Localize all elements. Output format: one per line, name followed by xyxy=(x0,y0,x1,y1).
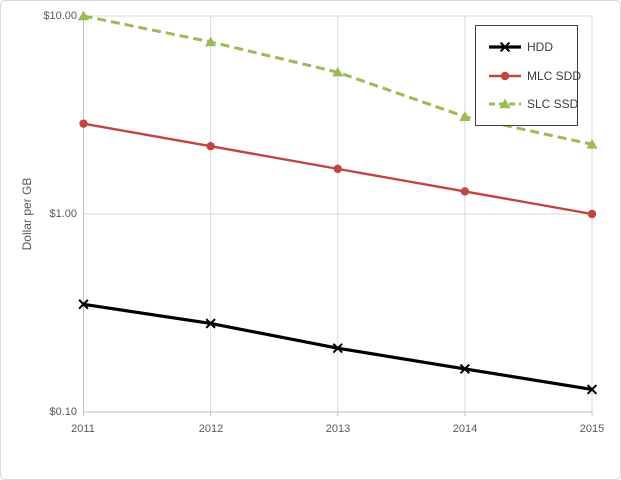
y-axis-tick-label: $0.10 xyxy=(49,406,77,418)
hdd-line-sample-icon xyxy=(489,42,521,53)
legend-item-mlc-sdd: MLC SDD xyxy=(489,69,581,83)
x-axis-tick-label: 2011 xyxy=(71,423,95,435)
legend-label: SLC SSD xyxy=(527,96,579,111)
x-axis-tick-label: 2012 xyxy=(198,423,224,435)
legend-item-slc-ssd: SLC SSD xyxy=(489,96,579,111)
x-axis-tick-label: 2014 xyxy=(452,423,478,435)
x-axis-tick-label: 2015 xyxy=(579,423,605,435)
y-axis-tick-label: $1.00 xyxy=(49,208,77,220)
slc-ssd-line-sample-icon xyxy=(489,98,521,109)
legend-item-hdd: HDD xyxy=(489,40,577,54)
legend-label: HDD xyxy=(527,40,553,55)
chart-legend: HDD MLC SDD SLC SSD xyxy=(475,25,581,126)
x-axis-tick-label: 2013 xyxy=(325,423,351,435)
mlc-sdd-line-sample-icon xyxy=(489,71,521,80)
y-axis-tick-label: $10.00 xyxy=(43,10,77,22)
legend-label: MLC SDD xyxy=(527,68,582,83)
